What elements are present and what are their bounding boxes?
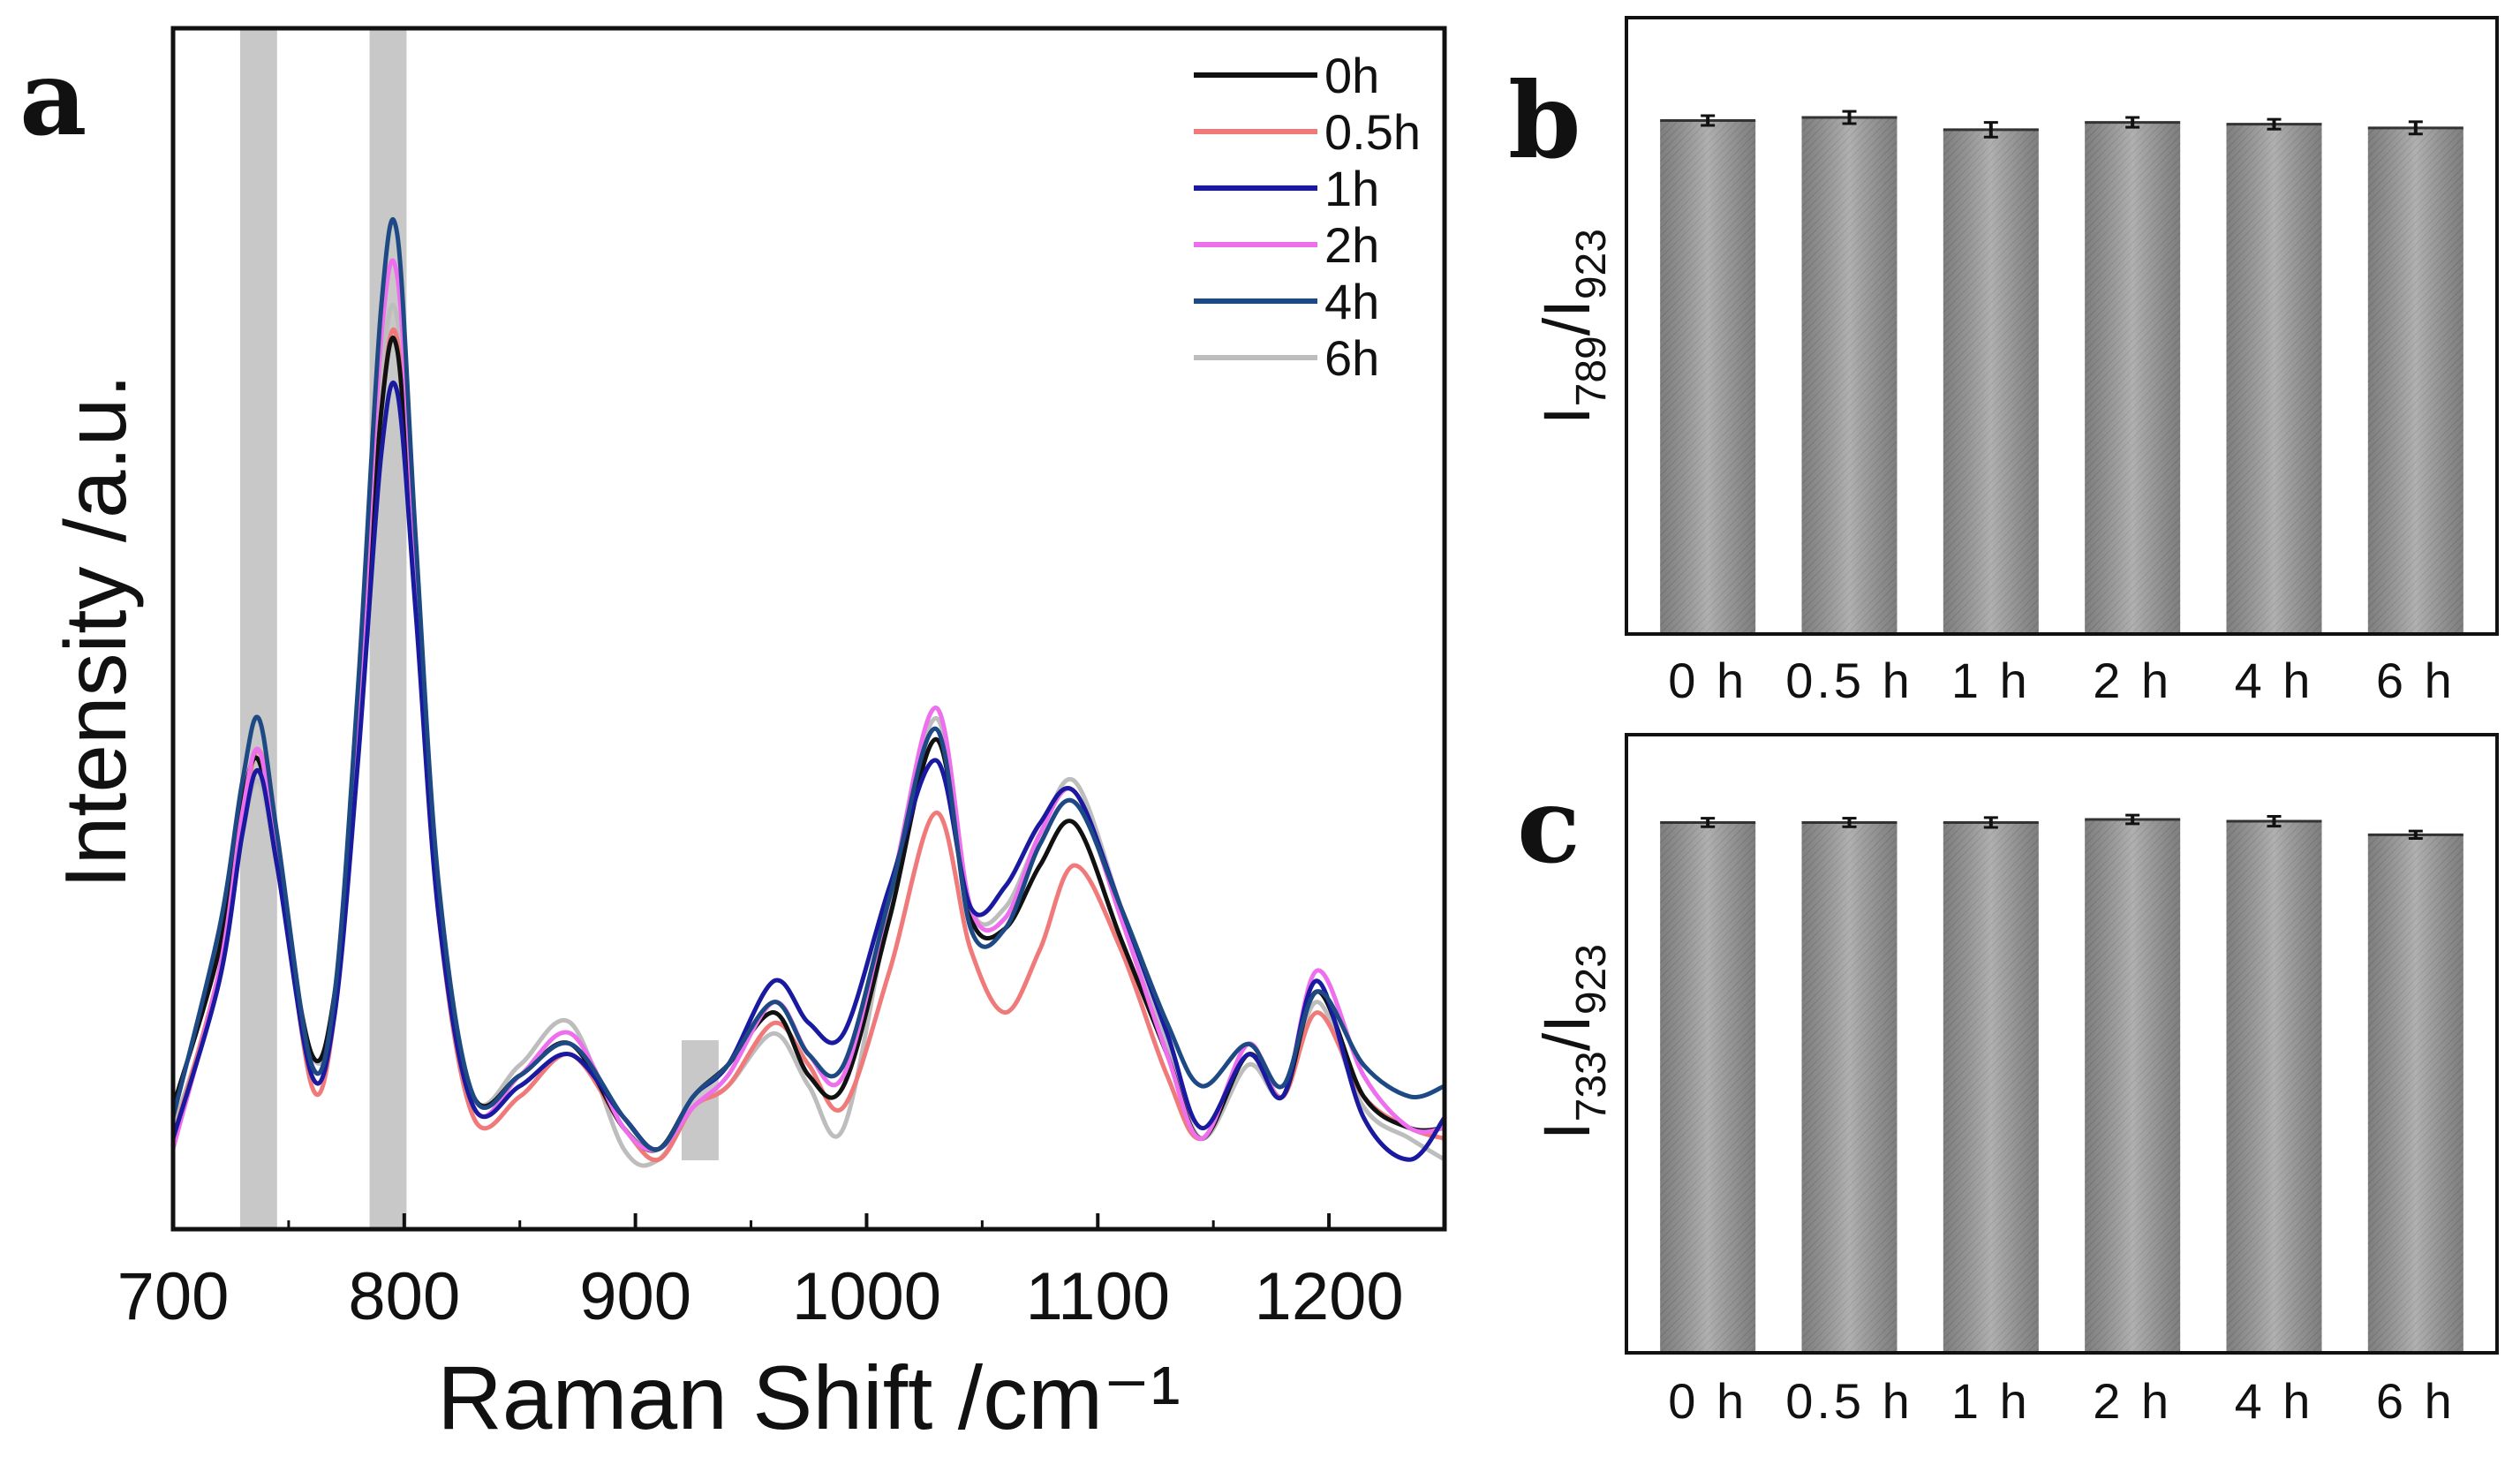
plot-frame-b <box>1625 16 2499 636</box>
highlight-band <box>239 28 277 1229</box>
bar-shade-4-h <box>2226 821 2322 1351</box>
ratio-733-923-chart: 0 h 0.5 h 1 h 2 h 4 h 6 h I733/I923 <box>1530 733 2499 1429</box>
panel-label-a: a <box>19 36 87 159</box>
legend-label-2h: 2h <box>1324 217 1379 273</box>
x-axis-label: Raman Shift /cm⁻¹ <box>437 1348 1181 1448</box>
category-label-0-5-h: 0.5 h <box>1785 1373 1913 1429</box>
y-axis-label: I733/I923 <box>1530 944 1615 1140</box>
bar-shade-6-h <box>2367 834 2463 1351</box>
legend-label-6h: 6h <box>1324 330 1379 386</box>
bar-shade-0-5-h <box>1801 822 1898 1351</box>
bar-shade-6-h <box>2367 127 2463 632</box>
series-line-0-5h <box>170 327 1445 1163</box>
category-label-4-h: 4 h <box>2235 653 2314 708</box>
ratio-789-923-chart: 0 h 0.5 h 1 h 2 h 4 h 6 h I789/I923 <box>1530 16 2499 708</box>
bar-shade-2-h <box>2085 819 2181 1351</box>
category-label-4-h: 4 h <box>2235 1373 2314 1429</box>
category-label-0-h: 0 h <box>1668 1373 1747 1429</box>
panel-label-c: c <box>1517 764 1581 887</box>
bar-shade-0-5-h <box>1801 117 1898 633</box>
bars <box>1660 813 2463 1351</box>
category-label-1-h: 1 h <box>1951 1373 2031 1429</box>
category-label-0-h: 0 h <box>1668 653 1747 708</box>
x-tick-label: 1200 <box>1255 1259 1404 1334</box>
x-tick-label: 700 <box>117 1259 230 1334</box>
category-label-6-h: 6 h <box>2376 653 2456 708</box>
bar-shade-2-h <box>2085 122 2181 633</box>
highlight-band <box>369 28 407 1229</box>
category-label-2-h: 2 h <box>2093 653 2172 708</box>
x-tick-labels: 0 h 0.5 h 1 h 2 h 4 h 6 h <box>1668 1373 2456 1429</box>
x-tick-labels: 0 h 0.5 h 1 h 2 h 4 h 6 h <box>1668 653 2456 708</box>
bar-shade-0-h <box>1660 120 1756 632</box>
category-label-6-h: 6 h <box>2376 1373 2456 1429</box>
x-tick-label: 1000 <box>792 1259 941 1334</box>
bar-shade-1-h <box>1943 129 2039 633</box>
category-label-2-h: 2 h <box>2093 1373 2172 1429</box>
x-tick-label: 900 <box>579 1259 691 1334</box>
legend-label-1h: 1h <box>1324 161 1379 216</box>
series-line-6h <box>170 302 1446 1168</box>
legend-label-4h: 4h <box>1324 274 1379 329</box>
bar-shade-4-h <box>2226 124 2322 632</box>
bar-shade-1-h <box>1943 822 2039 1351</box>
legend-label-0-5h: 0.5h <box>1324 104 1421 160</box>
y-axis-label: I789/I923 <box>1530 229 1615 425</box>
plot-frame-c <box>1625 733 2499 1355</box>
y-axis-label: Intensity /a.u. <box>47 374 144 889</box>
plot-frame-a <box>170 26 1447 1232</box>
category-label-0-5-h: 0.5 h <box>1785 653 1913 708</box>
series-line-0h <box>170 336 1445 1153</box>
x-tick-label: 1100 <box>1026 1259 1170 1334</box>
bar-shade-0-h <box>1660 822 1756 1351</box>
series-line-4h <box>170 217 1445 1152</box>
x-axis-ticks: 700 800 900 1000 1100 1200 <box>117 1213 1404 1334</box>
bars <box>1660 109 2463 633</box>
x-tick-label: 800 <box>348 1259 460 1334</box>
spectra-lines <box>170 217 1447 1168</box>
category-label-1-h: 1 h <box>1951 653 2031 708</box>
panel-label-b: b <box>1508 59 1581 182</box>
legend-label-0h: 0h <box>1324 48 1379 103</box>
